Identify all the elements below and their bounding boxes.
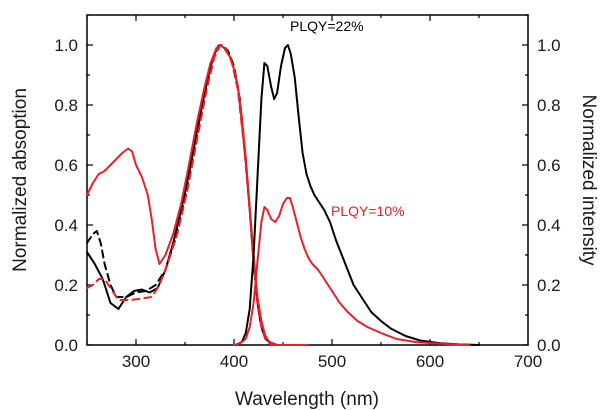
x-tick-label: 300 [122,352,150,371]
y-tick-label-right: 0.2 [537,276,561,295]
y-tick-label-left: 0.0 [54,336,78,355]
series-layer [86,44,480,346]
y-tick-label-left: 0.6 [54,156,78,175]
series-line-5 [233,197,471,346]
x-tick-label: 400 [220,352,248,371]
y-axis-right-label: Normalized intensity [578,94,599,266]
x-tick-label: 500 [318,352,346,371]
x-tick-label: 700 [514,352,542,371]
series-line-0 [86,44,304,346]
y-tick-label-right: 0.0 [537,336,561,355]
y-tick-label-right: 0.4 [537,216,561,235]
annotation-plqy-22: PLQY=22% [290,18,364,34]
y-tick-label-right: 1.0 [537,36,561,55]
y-tick-label-right: 0.6 [537,156,561,175]
x-tick-label: 600 [416,352,444,371]
series-line-3 [86,44,294,346]
annotation-plqy-10: PLQY=10% [331,203,405,219]
y-tick-label-right: 0.8 [537,96,561,115]
y-axis-left-label: Normalized absoption [10,88,31,272]
series-line-4 [235,44,480,346]
y-tick-label-left: 1.0 [54,36,78,55]
y-tick-label-left: 0.4 [54,216,78,235]
x-axis-label: Wavelength (nm) [235,389,379,410]
y-tick-label-left: 0.8 [54,96,78,115]
y-tick-label-left: 0.2 [54,276,78,295]
